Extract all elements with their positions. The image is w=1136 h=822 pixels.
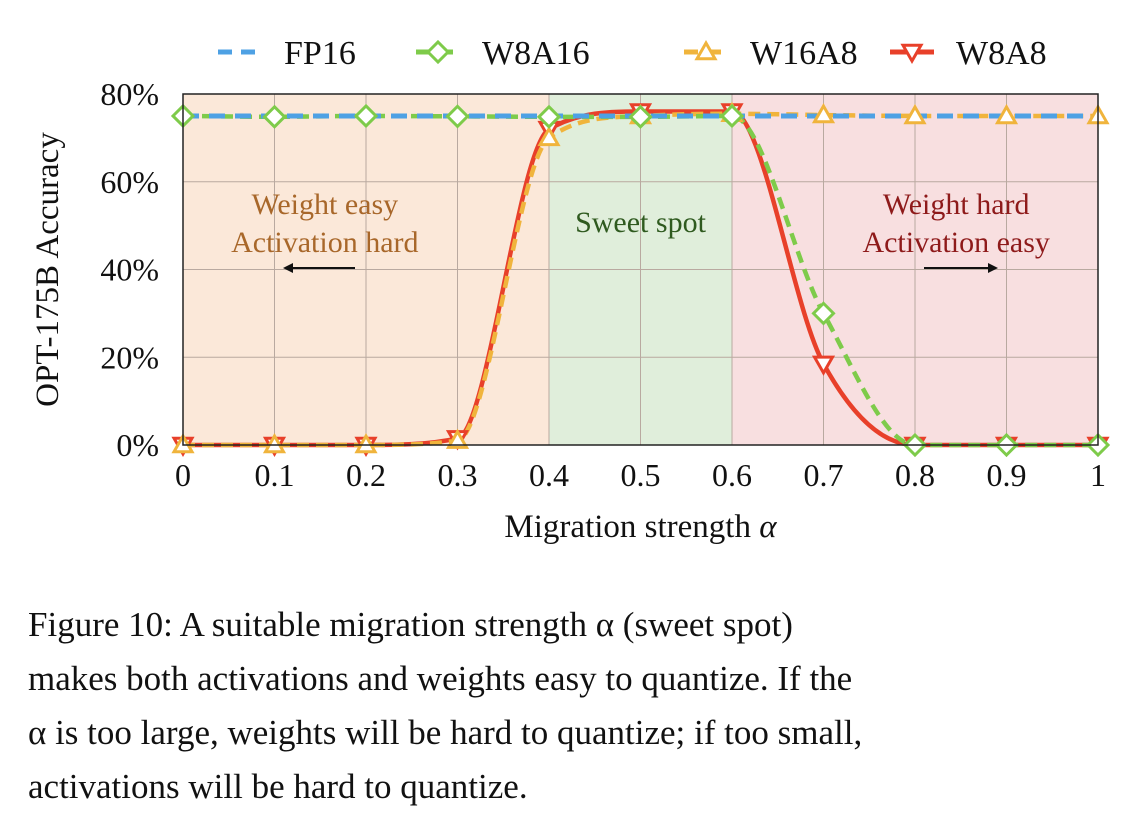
axis-ticks: 0 0.1 0.2 0.3 0.4 0.5 0.6 0.7 0.8 0.9 1 0% 20% 40% 60%… [100,76,1106,493]
legend-marker-w8a16 [425,39,451,65]
data-point-w16a8 [811,103,836,124]
x-tick-label: 0.3 [438,457,478,493]
data-point-w8a16 [719,103,745,129]
y-tick-label: 0% [116,427,159,463]
x-tick-label: 0.9 [987,457,1027,493]
grid-lines [182,94,1099,445]
x-tick-label: 0 [175,457,191,493]
y-tick-label: 20% [100,339,159,375]
data-point-w16a8 [537,125,561,147]
x-tick-label: 0.2 [346,457,386,493]
region-label-weight-hard: Activation easy [862,226,1049,259]
region-label-weight-easy: Weight easy [251,188,398,221]
region-label-sweet-spot: Sweet spot [575,206,706,239]
region-labels: Weight easy Activation hard Sweet spot Weig… [231,188,1050,273]
x-axis-label: Migration strength α [504,509,777,545]
data-point-w16a8 [354,432,378,454]
series-line-w16a8 [183,111,1098,448]
legend: FP16 W8A16 W16A8 W8A8 [218,35,1047,72]
data-point-w8a16 [536,104,562,129]
y-tick-label: 80% [100,76,159,112]
region-label-weight-hard: Weight hard [883,188,1030,221]
x-tick-label: 0.5 [621,457,661,493]
data-point-w16a8 [994,103,1019,125]
plot-frame [182,93,1099,446]
data-point-w8a16 [262,104,287,129]
legend-label-w8a8: W8A8 [956,35,1047,72]
legend-label-w16a8: W16A8 [750,35,858,72]
data-point-w8a16 [811,301,836,326]
caption-line: makes both activations and weights easy … [28,659,853,698]
data-point-w16a8 [262,432,287,454]
accuracy-chart: Weight easy Activation hard Sweet spot Weig… [30,35,1111,545]
data-point-w8a16 [445,104,470,129]
x-tick-label: 0.1 [255,457,295,493]
legend-label-fp16: FP16 [284,35,356,72]
legend-marker-w8a8 [900,43,924,65]
figure-caption: Figure 10: A suitable migration strength… [28,598,1118,814]
region-label-weight-easy: Activation hard [231,226,418,259]
x-tick-label: 1 [1090,457,1106,493]
data-point-w8a8 [811,355,836,376]
data-point-w16a8 [445,428,470,449]
x-tick-label: 0.7 [804,457,844,493]
legend-label-w8a16: W8A16 [482,35,590,72]
left-arrowhead-icon [283,263,293,273]
caption-line: Figure 10: A suitable migration strength… [28,605,793,644]
right-arrowhead-icon [988,263,998,273]
y-tick-label: 60% [100,164,159,200]
x-tick-label: 0.4 [529,457,569,493]
legend-marker-w16a8 [694,39,718,61]
y-axis-label: OPT-175B Accuracy [30,132,66,407]
data-point-w8a16 [353,103,379,129]
x-tick-label: 0.6 [712,457,752,493]
caption-line: α is too large, weights will be hard to … [28,713,863,752]
data-point-w16a8 [903,103,927,125]
data-point-w8a16 [628,104,653,129]
x-tick-label: 0.8 [895,457,935,493]
y-tick-label: 40% [100,252,159,288]
caption-line: activations will be hard to quantize. [28,767,528,806]
